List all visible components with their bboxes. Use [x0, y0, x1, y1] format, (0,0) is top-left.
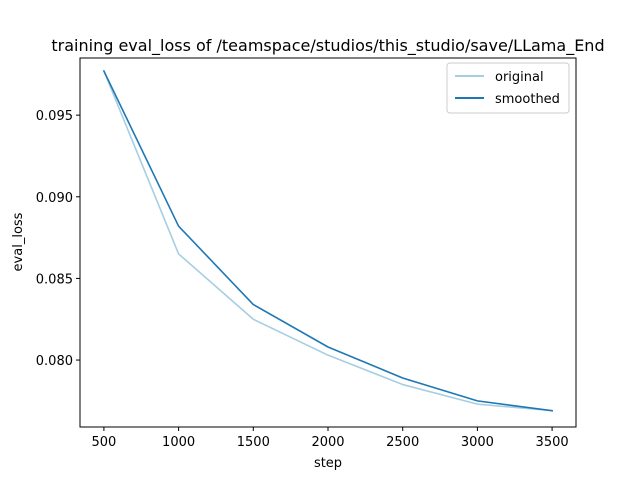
- x-tick-label: 500: [91, 435, 116, 450]
- y-tick-label: 0.080: [36, 354, 73, 369]
- x-tick-label: 3000: [461, 435, 494, 450]
- series-layer: [102, 69, 553, 412]
- x-tick-label: 1000: [162, 435, 195, 450]
- x-tick-label: 2000: [311, 435, 344, 450]
- legend-label-smoothed: smoothed: [495, 92, 560, 107]
- x-axis: 500 1000 1500 2000 2500 3000 3500: [91, 427, 569, 450]
- x-tick-label: 2500: [386, 435, 419, 450]
- y-tick-label: 0.090: [36, 191, 73, 206]
- legend: original smoothed: [446, 62, 570, 114]
- series-line-original: [102, 70, 553, 412]
- chart-title: training eval_loss of /teamspace/studios…: [51, 36, 604, 56]
- y-axis: 0.080 0.085 0.090 0.095: [36, 109, 80, 369]
- x-tick-label: 3500: [536, 435, 569, 450]
- x-tick-label: 1500: [237, 435, 270, 450]
- y-tick-label: 0.085: [36, 272, 73, 287]
- series-line-smoothed: [102, 69, 553, 412]
- y-axis-label: eval_loss: [11, 212, 26, 271]
- x-axis-label: step: [314, 456, 342, 471]
- legend-label-original: original: [495, 70, 544, 85]
- y-tick-label: 0.095: [36, 109, 73, 124]
